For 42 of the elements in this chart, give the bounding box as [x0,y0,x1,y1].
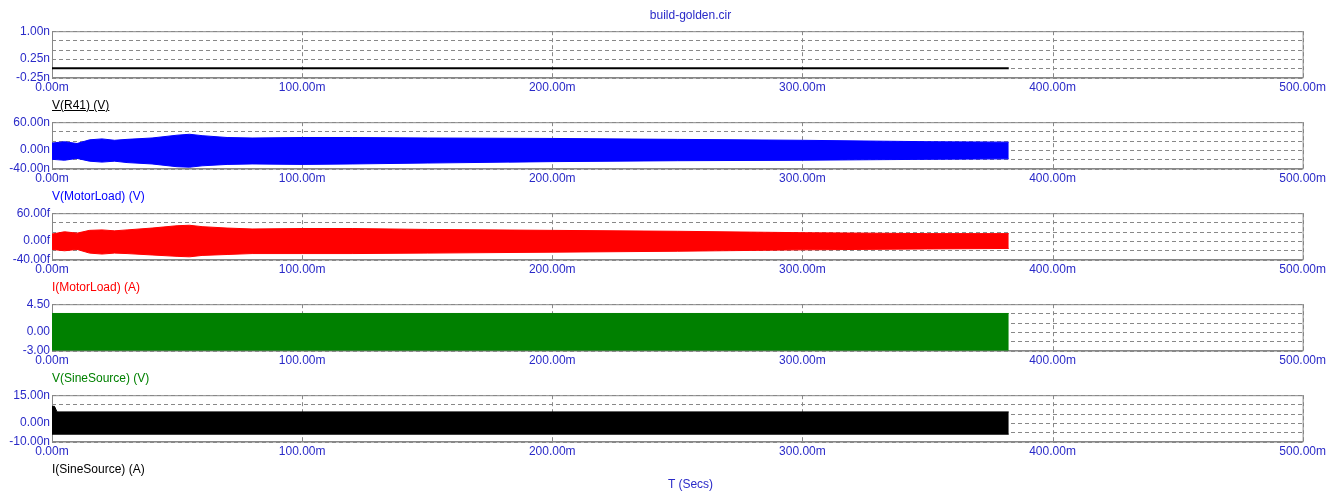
text: V(MotorLoad) (V) [52,189,145,204]
y-tick-label: 60.00f [16,205,51,220]
y-tick-label: 0.00f [23,233,51,248]
y-tick-label: 15.00n [13,387,50,402]
x-tick-label: 500.00m [1279,80,1326,95]
x-axis-title: T (Secs) [666,477,715,491]
text: I(SineSource) (A) [52,462,145,477]
x-tick-label: 100.00m [278,171,326,186]
x-tick-label: 200.00m [528,444,576,459]
x-tick-label: 400.00m [1029,171,1076,186]
x-tick-label: 200.00m [528,353,576,368]
x-tick-label: 500.00m [1279,444,1326,459]
y-tick-label: 0.00n [19,415,50,430]
text: V(R41) (V) [52,98,110,113]
x-tick-label: 400.00m [1029,262,1076,277]
text: I(MotorLoad) (A) [52,280,141,295]
x-tick-label: 100.00m [278,353,326,368]
x-tick-label: 200.00m [528,262,576,277]
x-tick-label: 400.00m [1029,444,1076,459]
x-tick-label: 300.00m [779,171,826,186]
x-tick-label: 100.00m [278,444,326,459]
x-tick-label: 500.00m [1279,353,1326,368]
x-tick-label: 200.00m [528,80,576,95]
x-tick-label: 500.00m [1279,171,1326,186]
x-tick-label: 500.00m [1279,262,1326,277]
y-tick-label: 0.25n [19,51,50,66]
y-tick-label: 0.00 [26,324,51,339]
x-tick-label: 300.00m [779,444,826,459]
x-tick-label: 300.00m [779,262,826,277]
text: V(SineSource) (V) [52,371,150,386]
x-tick-label: 400.00m [1029,353,1076,368]
y-tick-label: 0.00n [19,142,50,157]
y-tick-label: 4.50 [26,296,51,311]
chart-title: build-golden.cir [648,8,733,22]
x-tick-label: 100.00m [278,80,326,95]
x-tick-label: 300.00m [779,353,826,368]
y-tick-label: 60.00n [13,114,50,129]
x-tick-label: 100.00m [278,262,326,277]
x-tick-label: 300.00m [779,80,826,95]
x-tick-label: 400.00m [1029,80,1076,95]
x-tick-label: 200.00m [528,171,576,186]
y-tick-label: 1.00n [19,23,50,38]
